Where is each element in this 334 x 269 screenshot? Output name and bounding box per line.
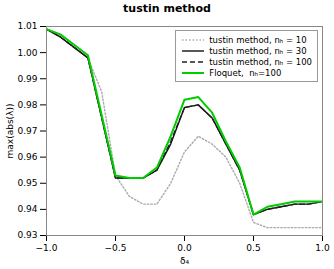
svg-text:−1.0: −1.0 — [36, 243, 58, 253]
html-text:Floquet, nₕ=100: Floquet, nₕ=100 — [209, 67, 282, 78]
svg-text:−0.5: −0.5 — [105, 243, 127, 253]
svg-text:0.97: 0.97 — [17, 126, 37, 136]
svg-text:0.98: 0.98 — [17, 100, 37, 110]
html-text:tustin method, nₕ = 100: tustin method, nₕ = 100 — [209, 56, 312, 67]
svg-text:0.96: 0.96 — [17, 152, 37, 162]
svg-text:δ₄: δ₄ — [180, 256, 190, 266]
svg-text:1.01: 1.01 — [17, 21, 37, 31]
svg-text:0.95: 0.95 — [17, 178, 37, 188]
html-text:tustin method, nₕ = 30: tustin method, nₕ = 30 — [209, 45, 307, 56]
svg-text:1.0: 1.0 — [315, 243, 330, 253]
svg-text:max(abs(λ)): max(abs(λ)) — [5, 104, 15, 159]
svg-text:0.93: 0.93 — [17, 230, 37, 240]
svg-text:0.99: 0.99 — [17, 74, 37, 84]
html-text:tustin method: tustin method — [123, 2, 211, 15]
svg-text:0.94: 0.94 — [17, 204, 37, 214]
svg-text:0.0: 0.0 — [177, 243, 192, 253]
html-text:tustin method, nₕ = 10: tustin method, nₕ = 10 — [209, 34, 307, 45]
svg-text:0.5: 0.5 — [246, 243, 260, 253]
svg-text:1.00: 1.00 — [17, 48, 37, 58]
